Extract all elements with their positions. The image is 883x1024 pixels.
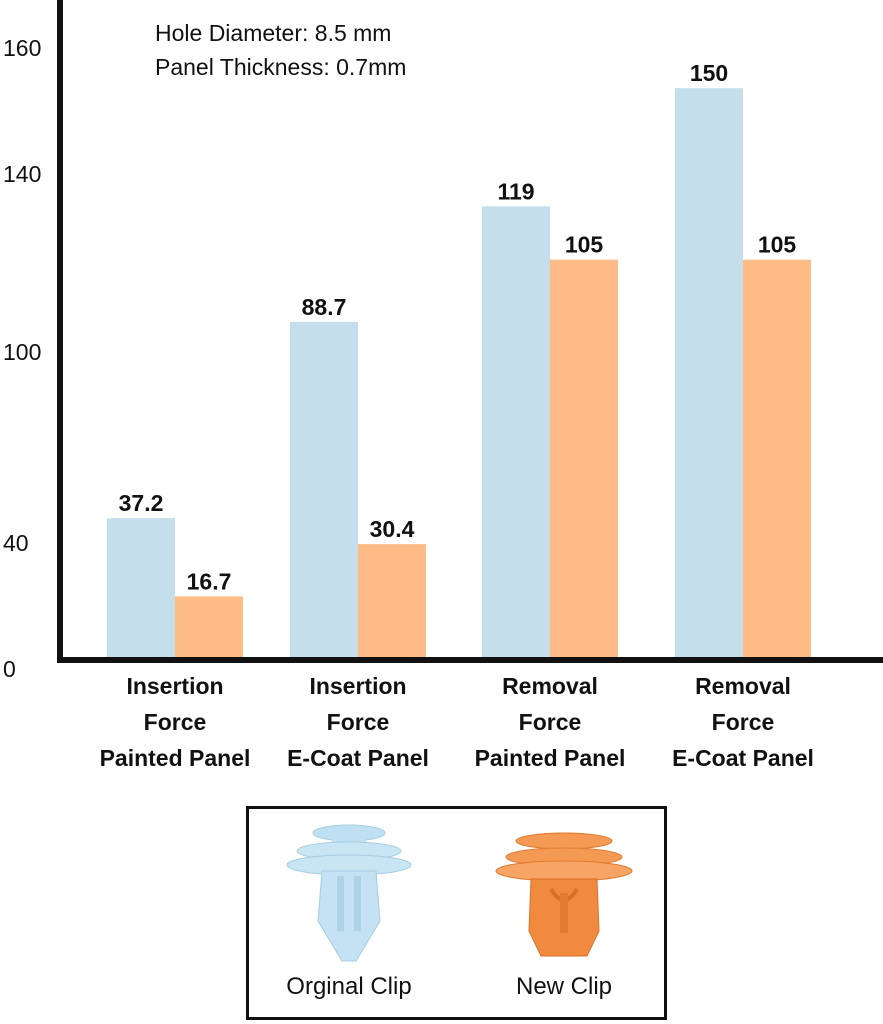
legend-label-new: New Clip: [515, 973, 613, 1000]
data-label: 105: [758, 232, 797, 258]
bar-original-2: [482, 206, 550, 660]
legend-item-new: New Clip: [464, 809, 664, 1017]
category-labels-group: Insertion Force Painted Panel Insertion Forc…: [100, 673, 814, 771]
data-label: 119: [497, 178, 534, 204]
category-label: Painted Panel: [475, 745, 626, 771]
y-axis-ticks: 0 40 100 140 160: [3, 35, 41, 682]
category-label: E-Coat Panel: [287, 745, 429, 771]
data-labels-group: 37.2 88.7 119 150 16.7 30.4 105 105: [119, 60, 797, 594]
y-tick-label: 40: [3, 530, 29, 556]
y-tick-label: 0: [3, 656, 16, 682]
category-label: Force: [712, 709, 775, 735]
bar-original-1: [290, 321, 358, 660]
data-label: 105: [565, 232, 604, 258]
category-label: Force: [327, 709, 390, 735]
annotation-panel-thickness: Panel Thickness: 0.7mm: [155, 54, 406, 80]
category-label: Force: [144, 709, 207, 735]
orange-clip-icon: [495, 832, 633, 957]
bar-new-0: [175, 596, 243, 660]
annotation-hole-diameter: Hole Diameter: 8.5 mm: [155, 20, 391, 46]
category-label: Insertion: [309, 673, 406, 699]
category-label: Painted Panel: [100, 745, 251, 771]
data-label: 37.2: [119, 490, 164, 516]
legend-item-original: Orginal Clip: [249, 809, 449, 1017]
bar-new-3: [743, 259, 811, 660]
data-label: 88.7: [302, 294, 347, 320]
category-label: Force: [519, 709, 582, 735]
bars-group: [107, 88, 811, 660]
y-tick-label: 100: [3, 339, 41, 365]
category-label: Removal: [502, 673, 598, 699]
y-tick-label: 140: [3, 161, 41, 187]
bar-chart: Hole Diameter: 8.5 mm Panel Thickness: 0…: [3, 0, 883, 771]
bar-new-1: [358, 544, 426, 660]
bar-new-2: [550, 259, 618, 660]
bar-original-0: [107, 518, 175, 660]
data-label: 30.4: [370, 516, 415, 542]
legend-label-original: Orginal Clip: [286, 973, 412, 1000]
light-blue-clip-icon: [286, 824, 412, 962]
y-tick-label: 160: [3, 35, 41, 61]
axes: [57, 0, 883, 663]
category-label: E-Coat Panel: [672, 745, 814, 771]
data-label: 150: [690, 60, 728, 86]
category-label: Removal: [695, 673, 791, 699]
chart-annotations: Hole Diameter: 8.5 mm Panel Thickness: 0…: [155, 20, 406, 80]
legend: Orginal Clip New Clip: [246, 806, 667, 1020]
bar-original-3: [675, 88, 743, 660]
category-label: Insertion: [126, 673, 223, 699]
data-label: 16.7: [187, 568, 232, 594]
